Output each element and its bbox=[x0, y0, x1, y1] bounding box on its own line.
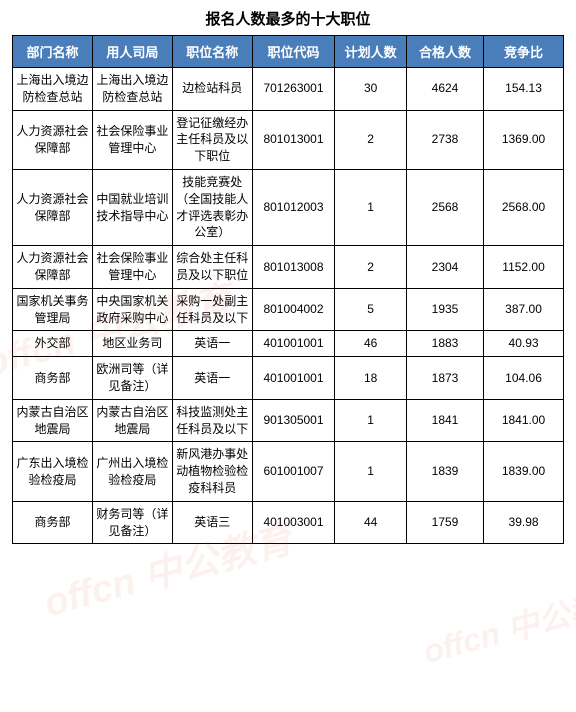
table-row: 外交部地区业务司英语一40100100146188340.93 bbox=[13, 331, 564, 357]
table-cell: 2 bbox=[335, 246, 407, 289]
col-header-planned: 计划人数 bbox=[335, 36, 407, 68]
table-cell: 1841 bbox=[406, 399, 483, 442]
table-cell: 英语一 bbox=[172, 357, 252, 400]
table-cell: 上海出入境边防检查总站 bbox=[13, 68, 93, 111]
table-cell: 财务司等（详见备注） bbox=[92, 501, 172, 544]
col-header-ratio: 竞争比 bbox=[484, 36, 564, 68]
table-cell: 4624 bbox=[406, 68, 483, 111]
table-cell: 1883 bbox=[406, 331, 483, 357]
table-cell: 30 bbox=[335, 68, 407, 111]
table-cell: 40.93 bbox=[484, 331, 564, 357]
table-cell: 104.06 bbox=[484, 357, 564, 400]
table-cell: 46 bbox=[335, 331, 407, 357]
table-cell: 社会保险事业管理中心 bbox=[92, 110, 172, 169]
table-cell: 1152.00 bbox=[484, 246, 564, 289]
table-cell: 2568 bbox=[406, 169, 483, 245]
positions-table: 部门名称 用人司局 职位名称 职位代码 计划人数 合格人数 竞争比 上海出入境边… bbox=[12, 35, 564, 544]
table-cell: 技能竞赛处（全国技能人才评选表彰办公室） bbox=[172, 169, 252, 245]
table-cell: 1841.00 bbox=[484, 399, 564, 442]
table-row: 国家机关事务管理局中央国家机关政府采购中心采购一处副主任科员及以下8010040… bbox=[13, 288, 564, 331]
table-cell: 新风港办事处动植物检验检疫科科员 bbox=[172, 442, 252, 501]
table-cell: 387.00 bbox=[484, 288, 564, 331]
table-cell: 国家机关事务管理局 bbox=[13, 288, 93, 331]
table-cell: 401001001 bbox=[252, 331, 335, 357]
table-cell: 1839 bbox=[406, 442, 483, 501]
table-cell: 1935 bbox=[406, 288, 483, 331]
table-cell: 地区业务司 bbox=[92, 331, 172, 357]
col-header-bureau: 用人司局 bbox=[92, 36, 172, 68]
table-header-row: 部门名称 用人司局 职位名称 职位代码 计划人数 合格人数 竞争比 bbox=[13, 36, 564, 68]
table-cell: 1759 bbox=[406, 501, 483, 544]
table-cell: 801012003 bbox=[252, 169, 335, 245]
table-cell: 44 bbox=[335, 501, 407, 544]
table-cell: 欧洲司等（详见备注） bbox=[92, 357, 172, 400]
table-cell: 内蒙古自治区地震局 bbox=[13, 399, 93, 442]
table-cell: 901305001 bbox=[252, 399, 335, 442]
table-cell: 人力资源社会保障部 bbox=[13, 169, 93, 245]
watermark: offcn 中公教育 bbox=[418, 573, 576, 673]
table-cell: 401001001 bbox=[252, 357, 335, 400]
table-cell: 社会保险事业管理中心 bbox=[92, 246, 172, 289]
table-cell: 18 bbox=[335, 357, 407, 400]
table-cell: 1839.00 bbox=[484, 442, 564, 501]
table-cell: 外交部 bbox=[13, 331, 93, 357]
table-body: 上海出入境边防检查总站上海出入境边防检查总站边检站科员7012630013046… bbox=[13, 68, 564, 544]
table-cell: 2304 bbox=[406, 246, 483, 289]
col-header-qualified: 合格人数 bbox=[406, 36, 483, 68]
table-cell: 商务部 bbox=[13, 357, 93, 400]
table-cell: 人力资源社会保障部 bbox=[13, 246, 93, 289]
table-cell: 上海出入境边防检查总站 bbox=[92, 68, 172, 111]
table-cell: 801004002 bbox=[252, 288, 335, 331]
table-cell: 1 bbox=[335, 442, 407, 501]
table-row: 上海出入境边防检查总站上海出入境边防检查总站边检站科员7012630013046… bbox=[13, 68, 564, 111]
table-cell: 商务部 bbox=[13, 501, 93, 544]
table-cell: 701263001 bbox=[252, 68, 335, 111]
table-cell: 人力资源社会保障部 bbox=[13, 110, 93, 169]
table-cell: 广州出入境检验检疫局 bbox=[92, 442, 172, 501]
table-cell: 1 bbox=[335, 399, 407, 442]
table-row: 人力资源社会保障部社会保险事业管理中心综合处主任科员及以下职位801013008… bbox=[13, 246, 564, 289]
table-cell: 1873 bbox=[406, 357, 483, 400]
table-cell: 英语一 bbox=[172, 331, 252, 357]
table-cell: 601001007 bbox=[252, 442, 335, 501]
table-row: 人力资源社会保障部中国就业培训技术指导中心技能竞赛处（全国技能人才评选表彰办公室… bbox=[13, 169, 564, 245]
table-cell: 1369.00 bbox=[484, 110, 564, 169]
table-row: 商务部财务司等（详见备注）英语三40100300144175939.98 bbox=[13, 501, 564, 544]
col-header-dept: 部门名称 bbox=[13, 36, 93, 68]
table-cell: 5 bbox=[335, 288, 407, 331]
table-cell: 中国就业培训技术指导中心 bbox=[92, 169, 172, 245]
table-row: 商务部欧洲司等（详见备注）英语一401001001181873104.06 bbox=[13, 357, 564, 400]
table-cell: 登记征缴经办主任科员及以下职位 bbox=[172, 110, 252, 169]
table-cell: 1 bbox=[335, 169, 407, 245]
page-title: 报名人数最多的十大职位 bbox=[12, 8, 564, 29]
table-cell: 801013008 bbox=[252, 246, 335, 289]
table-row: 人力资源社会保障部社会保险事业管理中心登记征缴经办主任科员及以下职位801013… bbox=[13, 110, 564, 169]
col-header-position: 职位名称 bbox=[172, 36, 252, 68]
table-cell: 综合处主任科员及以下职位 bbox=[172, 246, 252, 289]
table-cell: 采购一处副主任科员及以下 bbox=[172, 288, 252, 331]
col-header-code: 职位代码 bbox=[252, 36, 335, 68]
table-cell: 801013001 bbox=[252, 110, 335, 169]
table-cell: 英语三 bbox=[172, 501, 252, 544]
table-cell: 39.98 bbox=[484, 501, 564, 544]
table-cell: 2568.00 bbox=[484, 169, 564, 245]
table-cell: 401003001 bbox=[252, 501, 335, 544]
table-cell: 2738 bbox=[406, 110, 483, 169]
table-row: 广东出入境检验检疫局广州出入境检验检疫局新风港办事处动植物检验检疫科科员6010… bbox=[13, 442, 564, 501]
table-cell: 2 bbox=[335, 110, 407, 169]
table-cell: 154.13 bbox=[484, 68, 564, 111]
table-cell: 科技监测处主任科员及以下 bbox=[172, 399, 252, 442]
table-cell: 中央国家机关政府采购中心 bbox=[92, 288, 172, 331]
table-cell: 边检站科员 bbox=[172, 68, 252, 111]
table-cell: 广东出入境检验检疫局 bbox=[13, 442, 93, 501]
table-row: 内蒙古自治区地震局内蒙古自治区地震局科技监测处主任科员及以下9013050011… bbox=[13, 399, 564, 442]
table-cell: 内蒙古自治区地震局 bbox=[92, 399, 172, 442]
